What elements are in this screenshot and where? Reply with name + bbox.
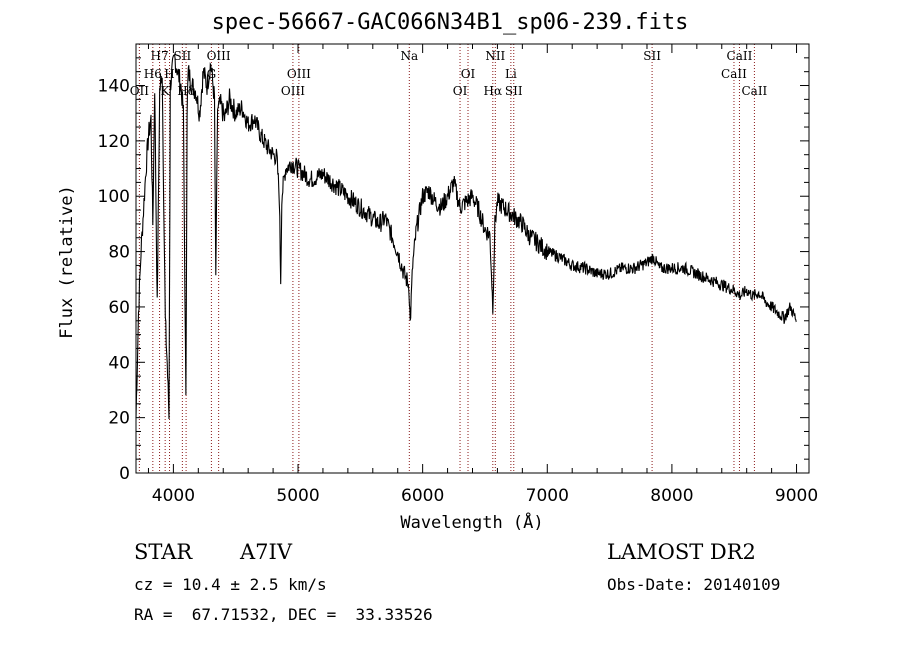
- line-marker-label: NII: [485, 49, 505, 63]
- line-marker-label: OII: [130, 84, 150, 98]
- survey-name: LAMOST DR2: [607, 540, 756, 564]
- coordinates-line: RA = 67.71532, DEC = 33.33526: [134, 605, 433, 624]
- y-tick-label: 140: [98, 77, 130, 97]
- line-marker-label: SII: [643, 49, 661, 63]
- line-marker-label: H6: [144, 67, 162, 81]
- y-axis-label: Flux (relative): [57, 185, 77, 339]
- spectrum-line: [135, 53, 797, 420]
- line-marker-label: OI: [453, 84, 468, 98]
- line-marker-label: SII: [505, 84, 523, 98]
- x-axis-label: Wavelength (Å): [400, 511, 543, 533]
- y-tick-label: 40: [108, 353, 130, 373]
- line-marker-label: H: [164, 67, 174, 81]
- line-marker-label: H7: [151, 49, 169, 63]
- x-tick-label: 7000: [526, 486, 569, 506]
- object-subclass: A7IV: [240, 540, 292, 564]
- line-marker-label: K: [161, 84, 171, 98]
- x-tick-label: 9000: [775, 486, 818, 506]
- line-marker-label: Li: [505, 67, 517, 81]
- axes-layer: 4000 5000 6000 7000 8000 9000 0 20 40 60 80 100 120 1…: [98, 44, 818, 506]
- line-marker-label: G: [207, 67, 217, 81]
- y-tick-label: 80: [108, 243, 130, 263]
- y-tick-label: 20: [108, 409, 130, 429]
- line-marker-label: CaII: [727, 49, 753, 63]
- x-tick-label: 5000: [276, 486, 319, 506]
- y-tick-label: 100: [98, 187, 130, 207]
- line-marker-label: SII: [174, 49, 192, 63]
- y-tick-label: 120: [98, 132, 130, 152]
- line-marker-label: CaII: [741, 84, 767, 98]
- line-marker-label: OIII: [287, 67, 311, 81]
- redshift-line: cz = 10.4 ± 2.5 km/s: [134, 575, 327, 594]
- line-marker-label: Hα: [484, 84, 503, 98]
- line-marker-label: OIII: [207, 49, 231, 63]
- observation-date: Obs-Date: 20140109: [607, 575, 781, 594]
- x-tick-label: 8000: [650, 486, 693, 506]
- x-tick-label: 4000: [152, 486, 195, 506]
- chart-title: spec-56667-GAC066N34B1_sp06-239.fits: [211, 10, 689, 35]
- line-marker-label: OIII: [281, 84, 305, 98]
- line-marker-label: OI: [461, 67, 476, 81]
- y-tick-label: 60: [108, 298, 130, 318]
- line-marker-label: Na: [400, 49, 418, 63]
- line-marker-label: CaII: [721, 67, 747, 81]
- object-type: STAR: [134, 540, 193, 564]
- y-tick-label: 0: [119, 464, 130, 484]
- x-tick-label: 6000: [401, 486, 444, 506]
